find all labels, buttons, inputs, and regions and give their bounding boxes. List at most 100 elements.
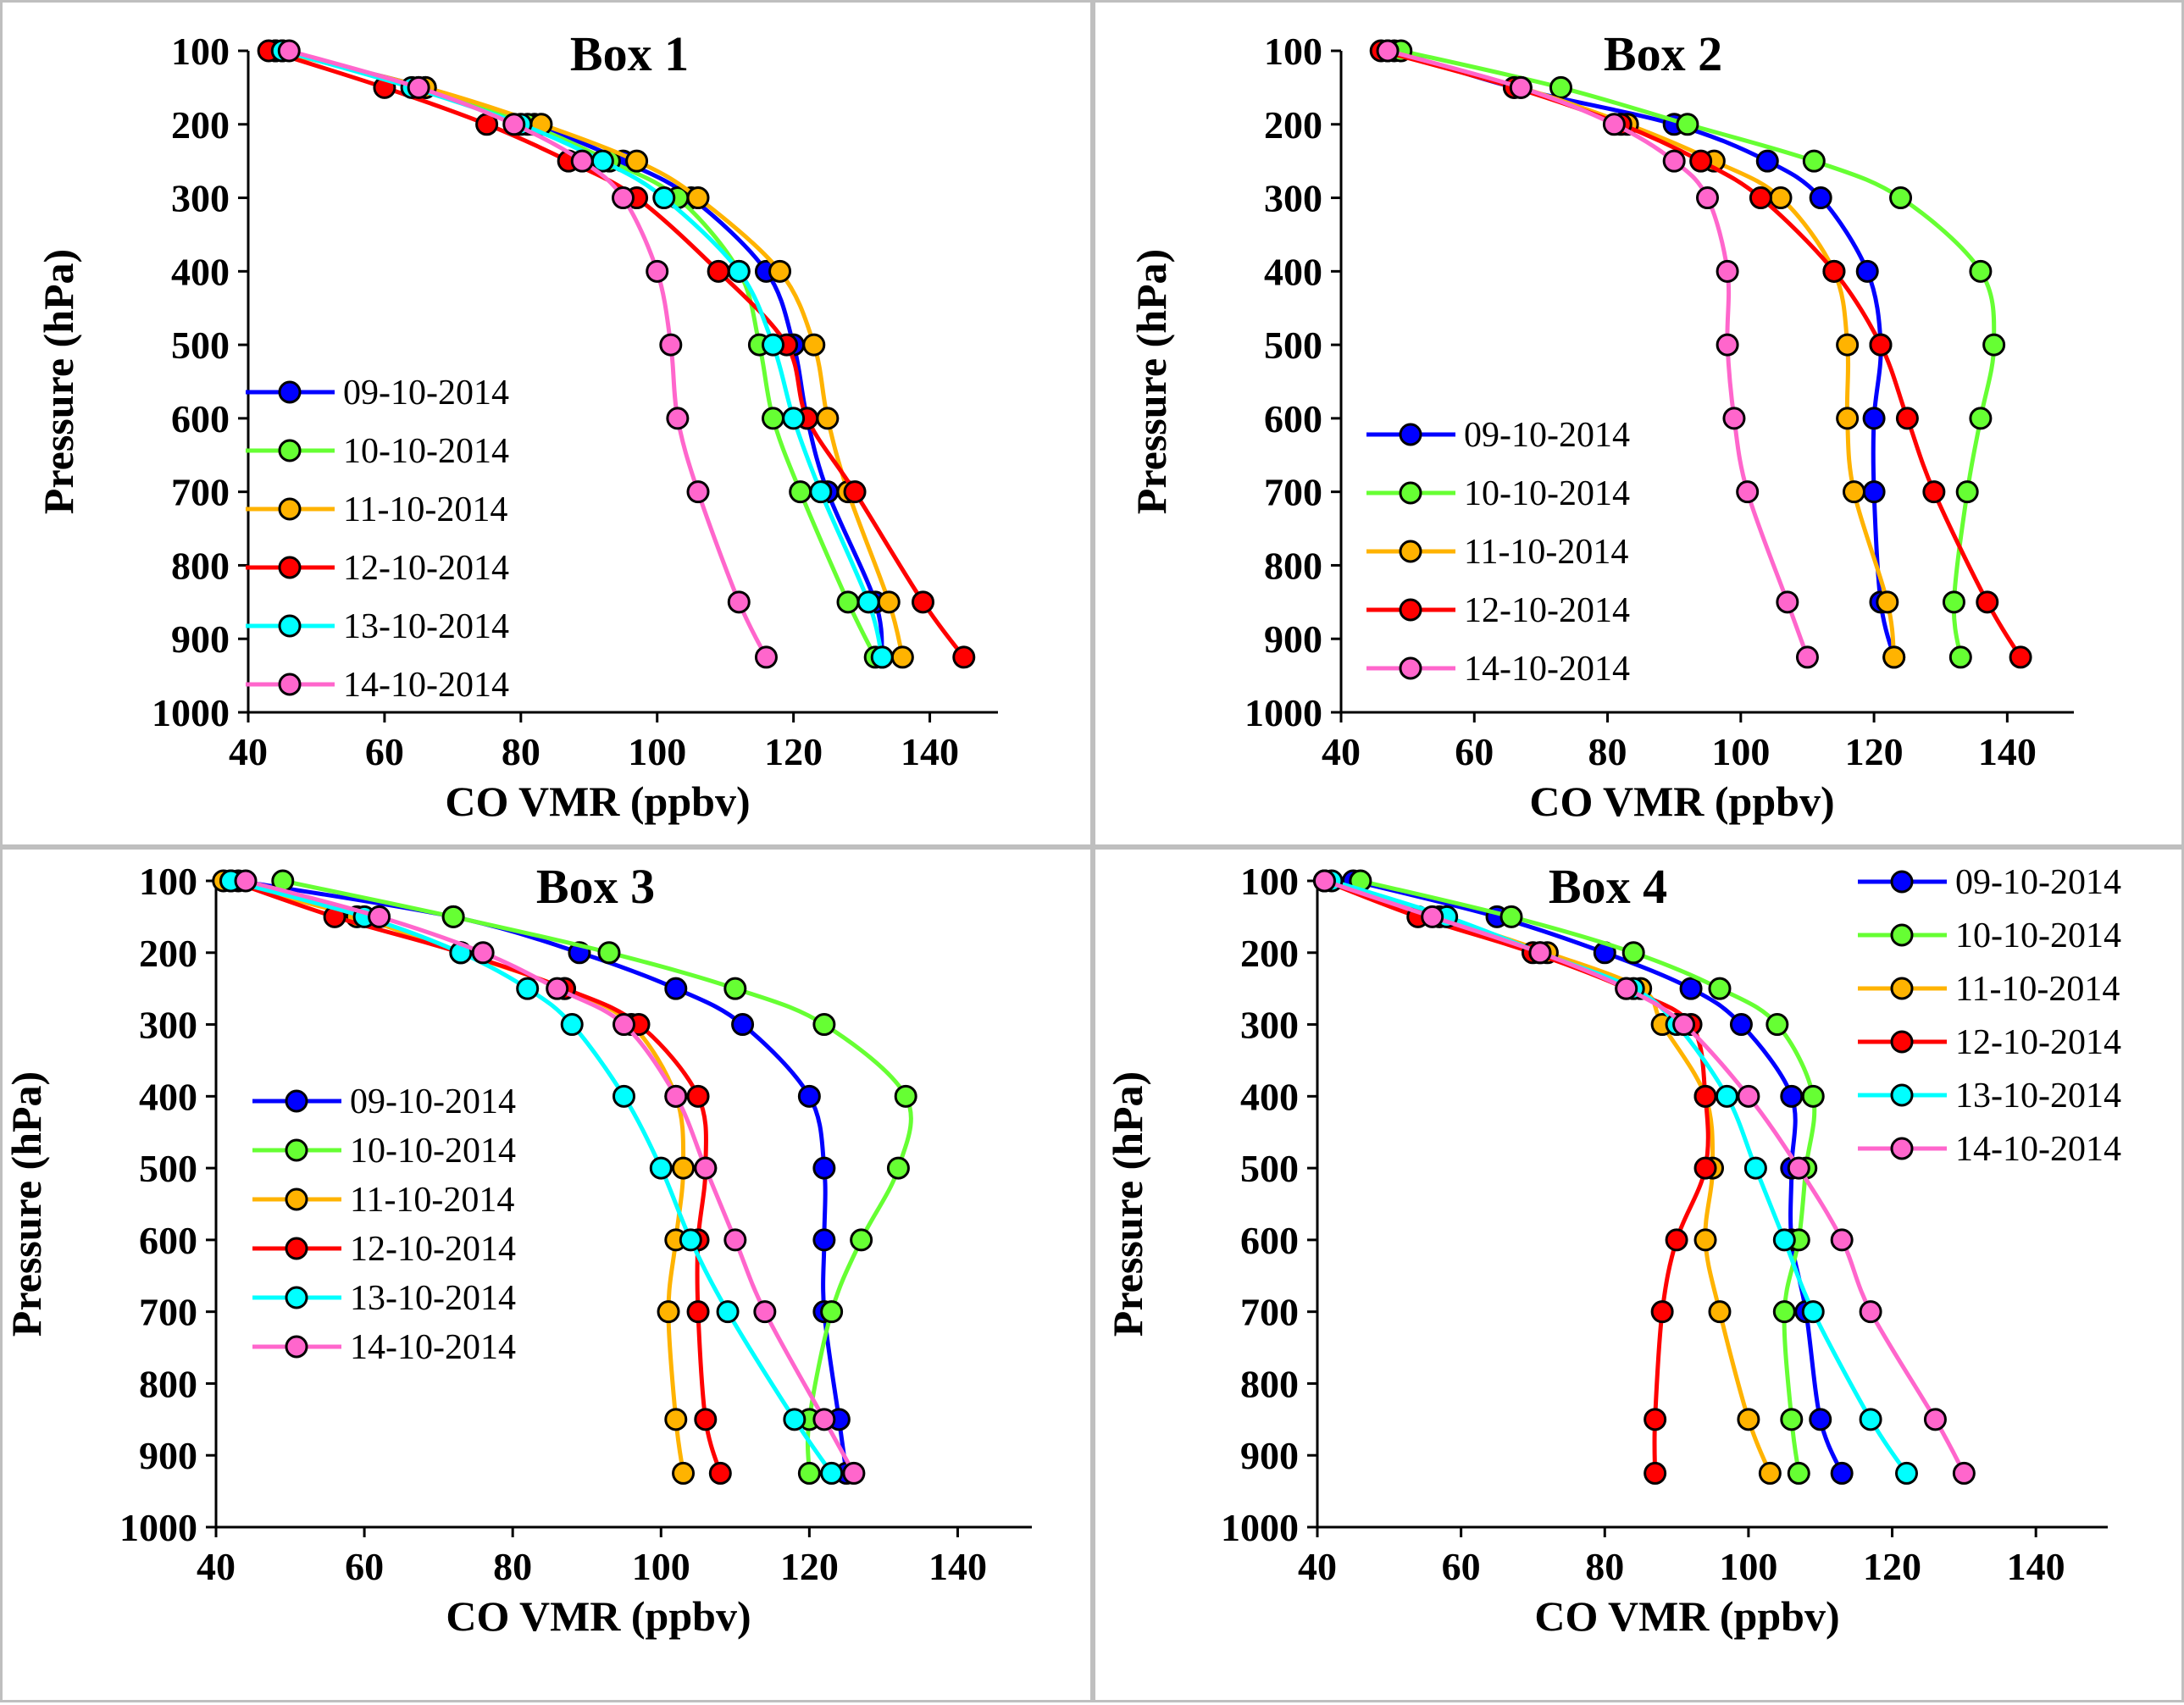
legend-label: 09-10-2014 bbox=[350, 1082, 516, 1121]
x-tick-label: 100 bbox=[632, 1545, 690, 1588]
data-point bbox=[2009, 645, 2032, 669]
legend-label: 12-10-2014 bbox=[343, 549, 509, 588]
data-point bbox=[1737, 1408, 1760, 1431]
data-point bbox=[1882, 645, 1906, 669]
y-tick-label: 300 bbox=[139, 1004, 197, 1047]
data-point bbox=[727, 590, 751, 614]
y-tick-label: 1000 bbox=[119, 1506, 197, 1549]
x-tick-label: 80 bbox=[1585, 1545, 1624, 1588]
legend-label: 13-10-2014 bbox=[1955, 1077, 2121, 1115]
legend-swatch-marker bbox=[278, 556, 302, 579]
data-point bbox=[912, 590, 934, 614]
data-point bbox=[646, 259, 669, 283]
series-10-10-2014 bbox=[1389, 39, 2006, 669]
legend-label: 13-10-2014 bbox=[350, 1279, 516, 1318]
legend-label: 14-10-2014 bbox=[350, 1328, 516, 1367]
legend-item: 10-10-2014 bbox=[246, 432, 509, 471]
y-tick-label: 900 bbox=[1240, 1434, 1299, 1477]
legend-label: 11-10-2014 bbox=[343, 490, 507, 529]
data-point bbox=[1895, 407, 1919, 430]
data-point bbox=[1758, 1461, 1782, 1485]
data-point bbox=[783, 1408, 807, 1431]
data-point bbox=[1895, 1461, 1919, 1485]
legend-item: 12-10-2014 bbox=[246, 549, 509, 588]
x-axis-title: CO VMR (ppbv) bbox=[445, 778, 750, 825]
data-point bbox=[842, 1461, 866, 1485]
chart-title: Box 1 bbox=[570, 26, 689, 81]
data-point bbox=[1830, 1228, 1854, 1252]
legend-label: 14-10-2014 bbox=[1955, 1130, 2121, 1169]
x-tick-label: 120 bbox=[764, 730, 823, 773]
legend-swatch-marker bbox=[1890, 870, 1914, 894]
legend-swatch-marker bbox=[285, 1187, 308, 1211]
legend-swatch-marker bbox=[285, 1089, 308, 1113]
data-point bbox=[1376, 39, 1400, 63]
data-point bbox=[1787, 1156, 1810, 1180]
data-point bbox=[809, 480, 833, 504]
y-tick-label: 500 bbox=[171, 324, 230, 367]
data-point bbox=[1696, 186, 1719, 210]
y-tick-label: 1000 bbox=[152, 691, 230, 734]
data-point bbox=[1862, 407, 1886, 430]
y-axis-title: Pressure (hPa) bbox=[3, 1071, 50, 1337]
legend-swatch-marker bbox=[285, 1335, 308, 1359]
series-14-10-2014 bbox=[234, 869, 866, 1485]
data-point bbox=[686, 1084, 710, 1108]
data-point bbox=[1776, 590, 1799, 614]
data-point bbox=[762, 407, 784, 430]
data-point bbox=[1665, 1228, 1688, 1252]
data-point bbox=[1787, 1461, 1810, 1485]
y-tick-label: 700 bbox=[1264, 471, 1322, 514]
data-point bbox=[856, 590, 880, 614]
series-13-10-2014 bbox=[219, 869, 844, 1485]
panel-box-4: 100 200 300 400 500 600 700 800 900 1000 40 60 80 100… bbox=[1093, 847, 2184, 1702]
data-point bbox=[870, 645, 894, 669]
data-point bbox=[407, 75, 430, 99]
series-line bbox=[1394, 48, 1897, 658]
data-point bbox=[1650, 1300, 1674, 1324]
legend-item: 14-10-2014 bbox=[1366, 650, 1630, 689]
legend-item: 11-10-2014 bbox=[1366, 533, 1628, 572]
data-point bbox=[1830, 1461, 1854, 1485]
series-line bbox=[223, 878, 686, 1474]
series-09-10-2014 bbox=[226, 869, 858, 1485]
x-tick-label: 100 bbox=[1711, 730, 1770, 773]
y-axis-title: Pressure (hPa) bbox=[1104, 1071, 1151, 1337]
y-tick-label: 100 bbox=[1264, 30, 1322, 73]
data-point bbox=[1948, 645, 1972, 669]
data-point bbox=[1693, 1084, 1717, 1108]
x-tick-label: 40 bbox=[197, 1545, 236, 1588]
data-point bbox=[1749, 186, 1772, 210]
data-point bbox=[1836, 333, 1860, 357]
legend-swatch-marker bbox=[285, 1237, 308, 1260]
legend-label: 14-10-2014 bbox=[343, 666, 509, 705]
y-tick-label: 400 bbox=[1264, 250, 1322, 293]
x-tick-label: 140 bbox=[2007, 1545, 2065, 1588]
y-tick-label: 700 bbox=[139, 1291, 197, 1334]
data-point bbox=[1693, 1228, 1717, 1252]
data-point bbox=[1644, 1461, 1667, 1485]
x-axis-title: CO VMR (ppbv) bbox=[1529, 778, 1834, 825]
legend-item: 13-10-2014 bbox=[252, 1279, 516, 1318]
data-point bbox=[1615, 977, 1638, 1000]
legend-swatch-marker bbox=[1890, 923, 1914, 947]
series-line bbox=[230, 878, 834, 1475]
legend-swatch-marker bbox=[1399, 481, 1422, 505]
y-tick-label: 800 bbox=[1264, 544, 1322, 587]
data-point bbox=[1716, 259, 1739, 283]
legend-label: 10-10-2014 bbox=[343, 432, 509, 471]
data-point bbox=[664, 977, 688, 1000]
data-point bbox=[1528, 941, 1552, 965]
panel-box-2: 100 200 300 400 500 600 700 800 900 1000 40 60 80 100… bbox=[1093, 0, 2184, 847]
data-point bbox=[672, 1156, 696, 1180]
x-tick-label: 40 bbox=[1298, 1545, 1337, 1588]
x-tick-label: 60 bbox=[1442, 1545, 1481, 1588]
data-point bbox=[1689, 149, 1713, 173]
data-point bbox=[1809, 1408, 1832, 1431]
y-tick-label: 300 bbox=[1264, 177, 1322, 220]
data-point bbox=[657, 1300, 680, 1324]
legend: 09-10-2014 10-10-2014 11-10-2014 12-10-2014… bbox=[1858, 863, 2121, 1169]
data-point bbox=[1802, 149, 1826, 173]
x-axis-title: CO VMR (ppbv) bbox=[446, 1592, 751, 1640]
